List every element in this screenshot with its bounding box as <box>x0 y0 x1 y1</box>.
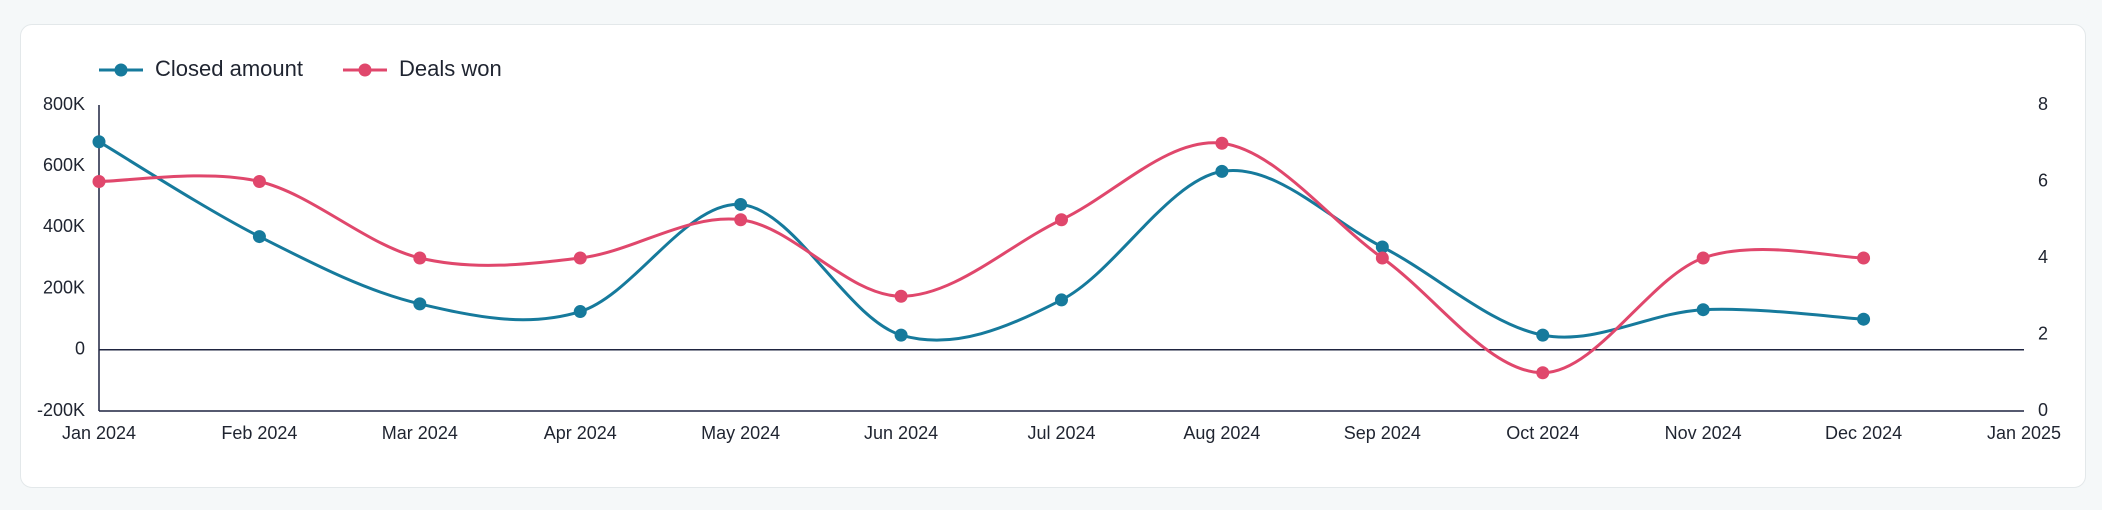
x-tick-label: Dec 2024 <box>1825 423 1902 443</box>
data-point[interactable] <box>252 230 266 244</box>
x-tick-label: Feb 2024 <box>221 423 297 443</box>
data-point[interactable] <box>1696 303 1710 317</box>
legend-dot[interactable] <box>114 63 128 77</box>
data-point[interactable] <box>92 175 106 188</box>
y2-tick-label: 0 <box>2038 400 2048 420</box>
data-point[interactable] <box>573 305 587 319</box>
legend-label[interactable]: Deals won <box>399 56 502 81</box>
x-tick-label: Jul 2024 <box>1027 423 1095 443</box>
legend-dot[interactable] <box>358 63 372 77</box>
y2-tick-label: 2 <box>2038 323 2048 343</box>
data-point[interactable] <box>734 213 748 227</box>
data-point[interactable] <box>1375 240 1389 254</box>
x-tick-label: Mar 2024 <box>382 423 458 443</box>
data-point[interactable] <box>573 251 587 265</box>
data-point[interactable] <box>1536 366 1550 380</box>
x-tick-label: May 2024 <box>701 423 780 443</box>
y2-tick-label: 8 <box>2038 94 2048 114</box>
data-point[interactable] <box>413 297 427 311</box>
data-point[interactable] <box>734 197 748 211</box>
data-point[interactable] <box>1215 136 1229 150</box>
data-point[interactable] <box>1857 251 1871 265</box>
data-point[interactable] <box>1536 328 1550 342</box>
x-tick-label: Jan 2024 <box>62 423 136 443</box>
data-point[interactable] <box>894 289 908 303</box>
x-tick-label: Apr 2024 <box>544 423 617 443</box>
data-point[interactable] <box>413 251 427 265</box>
series-line <box>98 141 1864 375</box>
y-tick-label: 600K <box>43 155 85 175</box>
data-point[interactable] <box>1055 213 1068 227</box>
data-point[interactable] <box>1215 164 1229 178</box>
data-point[interactable] <box>1857 312 1871 326</box>
series-line <box>98 140 1864 342</box>
data-point[interactable] <box>1696 251 1710 265</box>
y2-tick-label: 6 <box>2038 170 2048 190</box>
data-point[interactable] <box>92 135 106 149</box>
x-tick-label: Jun 2024 <box>864 423 938 443</box>
y-tick-label: -200K <box>37 400 85 420</box>
data-point[interactable] <box>1055 293 1068 307</box>
y-tick-label: 0 <box>75 339 85 359</box>
y2-tick-label: 4 <box>2038 247 2048 267</box>
y-tick-label: 200K <box>43 277 85 297</box>
y-tick-label: 400K <box>43 216 85 236</box>
data-point[interactable] <box>1375 251 1389 265</box>
y-tick-label: 800K <box>43 94 85 114</box>
legend-label[interactable]: Closed amount <box>155 56 303 81</box>
x-tick-label: Jan 2025 <box>1987 423 2061 443</box>
data-point[interactable] <box>894 328 908 342</box>
x-tick-label: Oct 2024 <box>1506 423 1579 443</box>
data-point[interactable] <box>252 175 266 188</box>
x-tick-label: Aug 2024 <box>1183 423 1260 443</box>
x-tick-label: Sep 2024 <box>1344 423 1421 443</box>
x-tick-label: Nov 2024 <box>1665 423 1742 443</box>
